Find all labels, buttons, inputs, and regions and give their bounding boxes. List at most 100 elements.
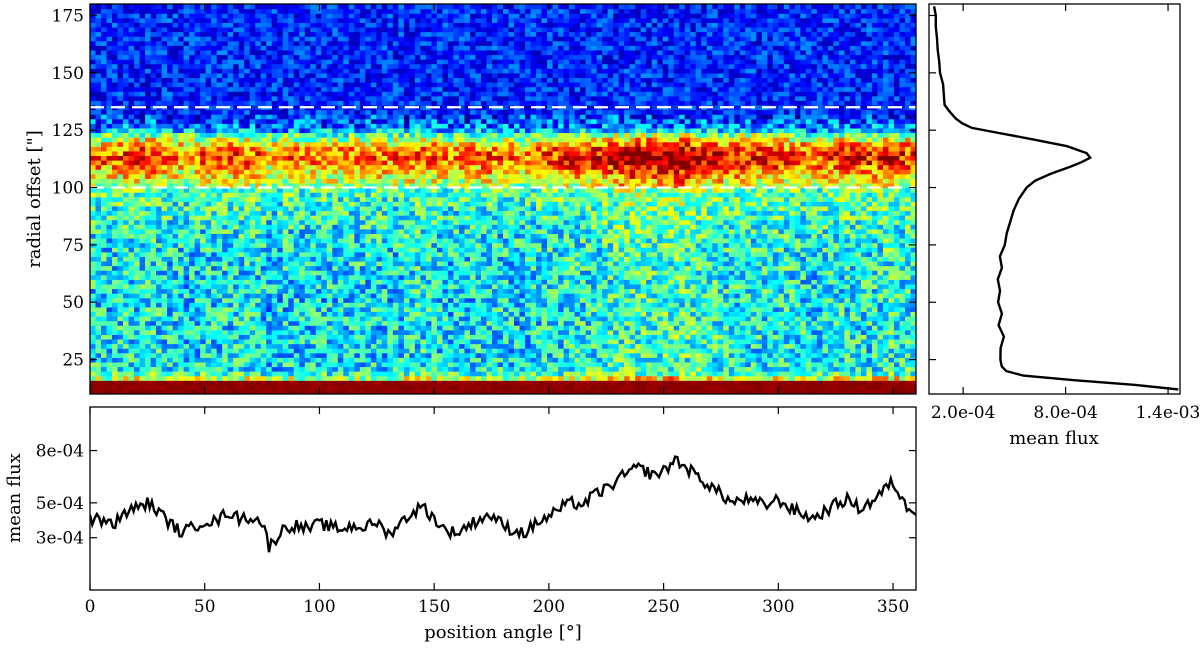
heatmap-cell [651,329,658,335]
heatmap-cell [156,265,163,271]
heatmap-cell [745,288,752,294]
heatmap-cell [167,256,174,262]
heatmap-cell [767,297,774,303]
heatmap-cell [205,320,212,326]
heatmap-cell [370,288,377,294]
heatmap-cell [260,274,267,280]
heatmap-cell [855,380,862,386]
heatmap-cell [266,288,273,294]
heatmap-cell [607,270,614,276]
heatmap-cell [602,343,609,349]
heatmap-cell [436,302,444,308]
heatmap-cell [640,265,647,271]
heatmap-cell [778,279,785,285]
heatmap-cell [618,352,625,358]
heatmap-cell [95,389,102,394]
heatmap-cell [657,316,664,322]
heatmap-cell [899,320,906,326]
heatmap-cell [778,389,785,394]
heatmap-cell [536,256,543,262]
heatmap-cell [205,288,212,294]
heatmap-cell [238,256,245,262]
heatmap-cell [480,311,488,317]
heatmap-cell [123,311,130,317]
heatmap-cell [315,371,322,377]
heatmap-cell [112,265,119,271]
heatmap-cell [447,352,455,358]
heatmap-cell [178,274,185,280]
heatmap-cell [409,361,416,368]
heatmap-cell [370,357,377,363]
heatmap-cell [596,306,603,313]
heatmap-cell [183,260,190,267]
heatmap-cell [222,389,229,394]
heatmap-cell [315,265,322,271]
heatmap-cell [618,288,625,294]
heatmap-cell [469,343,477,349]
heatmap-cell [745,283,752,290]
heatmap-cell [717,371,724,377]
heatmap-cell [646,338,653,345]
heatmap-cell [635,270,642,276]
heatmap-cell [690,384,697,391]
heatmap-cell [822,274,829,280]
heatmap-cell [337,270,344,276]
heatmap-cell [794,348,801,354]
heatmap-cell [904,329,912,335]
heatmap-cell [871,371,879,377]
heatmap-cell [112,320,119,326]
heatmap-cell [332,357,339,363]
heatmap-cell [95,348,102,354]
heatmap-cell [458,242,466,248]
heatmap-cell [343,375,350,381]
heatmap-cell [563,265,570,271]
heatmap-cell [310,242,317,248]
heatmap-cell [668,260,675,267]
heatmap-cell [552,371,559,377]
heatmap-cell [425,389,433,394]
heatmap-cell [183,265,190,271]
heatmap-cell [657,325,664,331]
heatmap-cell [613,361,620,368]
heatmap-cell [866,302,873,308]
heatmap-cell [827,283,834,290]
heatmap-cell [238,293,245,299]
heatmap-cell [447,371,455,377]
heatmap-cell [233,288,240,294]
heatmap-cell [288,366,295,372]
heatmap-cell [260,371,267,377]
heatmap-cell [800,288,807,294]
heatmap-cell [706,352,713,358]
heatmap-cell [189,375,196,381]
heatmap-cell [673,320,680,326]
heatmap-cell [326,251,333,257]
heatmap-cell [299,371,306,377]
heatmap-cell [381,361,388,368]
heatmap-cell [640,293,647,299]
heatmap-cell [491,329,499,335]
heatmap-cell [800,306,807,313]
heatmap-cell [547,306,554,313]
heatmap-cell [304,361,311,368]
heatmap-cell [591,352,598,358]
heatmap-cell [558,247,565,253]
heatmap-cell [299,247,306,253]
heatmap-cell [293,384,300,391]
heatmap-cell [233,283,240,290]
heatmap-cell [514,384,521,391]
heatmap-cell [519,389,526,394]
heatmap-cell [552,293,559,299]
heatmap-cell [651,279,658,285]
heatmap-cell [150,316,157,322]
heatmap-cell [569,320,576,326]
heatmap-cell [370,316,377,322]
heatmap-cell [491,260,499,267]
heatmap-cell [387,311,394,317]
heatmap-cell [569,380,576,386]
heatmap-cell [585,361,592,368]
heatmap-cell [469,361,477,368]
heatmap-cell [574,343,581,349]
heatmap-cell [194,311,201,317]
heatmap-cell [491,270,499,276]
heatmap-cell [701,325,708,331]
